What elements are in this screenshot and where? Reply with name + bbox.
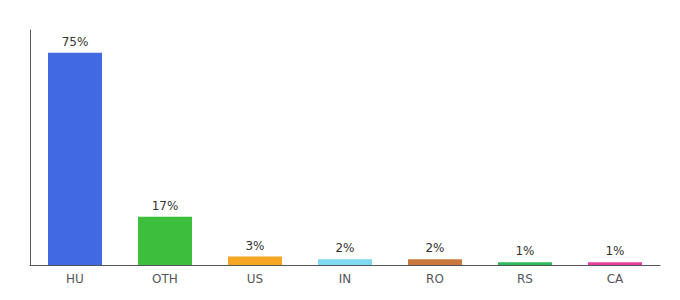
svg-text:3%: 3% — [245, 239, 264, 253]
svg-text:RS: RS — [517, 272, 533, 286]
svg-text:1%: 1% — [515, 244, 534, 258]
svg-text:US: US — [247, 272, 263, 286]
svg-text:17%: 17% — [152, 199, 179, 213]
svg-text:IN: IN — [339, 272, 352, 286]
svg-text:2%: 2% — [425, 241, 444, 255]
svg-text:2%: 2% — [335, 241, 354, 255]
svg-text:HU: HU — [66, 272, 84, 286]
svg-text:1%: 1% — [605, 244, 624, 258]
svg-text:OTH: OTH — [152, 272, 178, 286]
svg-text:RO: RO — [426, 272, 444, 286]
svg-text:75%: 75% — [62, 35, 89, 49]
svg-text:CA: CA — [607, 272, 624, 286]
